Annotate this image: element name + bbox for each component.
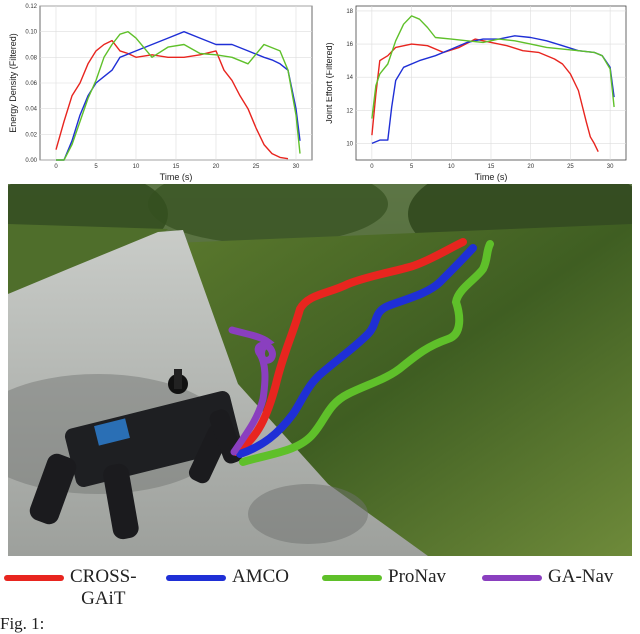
- legend-swatch-amco: [166, 575, 226, 581]
- left-y-tick-label: 0.06: [25, 81, 37, 87]
- legend-label-ga-nav: GA-Nav: [548, 566, 614, 587]
- legend-item-pronav: ProNav: [322, 566, 446, 588]
- right-y-tick-label: 14: [346, 75, 353, 81]
- trajectory-cross-gait: [232, 238, 467, 456]
- right-x-tick-label: 30: [607, 164, 614, 170]
- left-x-tick-label: 10: [133, 164, 140, 170]
- figure-caption: Fig. 1:: [0, 614, 45, 633]
- right-y-tick-label: 12: [346, 108, 353, 114]
- left-x-tick-label: 15: [173, 164, 180, 170]
- right-y-tick-label: 16: [346, 42, 353, 48]
- left-y-tick-label: 0.08: [25, 55, 37, 61]
- energy-density-chart: 0 5 10 15 20 25 30 0.00 0.02 0.04 0.06 0.08 0.10 0.12…: [0, 0, 320, 185]
- right-series-pronav: [371, 15, 615, 119]
- legend-swatch-ga-nav: [482, 575, 542, 581]
- left-y-tick-label: 0.12: [25, 4, 37, 10]
- trajectory-amco: [236, 244, 477, 458]
- left-y-tick-label: 0.00: [25, 158, 37, 164]
- right-x-tick-label: 0: [370, 164, 374, 170]
- roadside-vegetation: [148, 224, 632, 556]
- right-x-tick-label: 5: [410, 164, 414, 170]
- left-series-pronav: [56, 31, 301, 161]
- right-y-tick-label: 18: [346, 9, 353, 15]
- trajectory-ga-nav: [228, 326, 276, 456]
- robot-path-photo: [8, 184, 632, 556]
- legend-item-ga-nav: GA-Nav: [482, 566, 613, 588]
- energy-density-plot: 0 5 10 15 20 25 30 0.00 0.02 0.04 0.06 0.08 0.10 0.12…: [8, 4, 313, 182]
- left-x-tick-label: 5: [94, 164, 98, 170]
- right-x-tick-label: 20: [527, 164, 534, 170]
- right-x-tick-label: 15: [488, 164, 495, 170]
- left-y-tick-label: 0.02: [25, 132, 37, 138]
- left-shrubs: [8, 224, 168, 294]
- right-x-tick-label: 10: [448, 164, 455, 170]
- right-x-tick-label: 25: [567, 164, 574, 170]
- left-series-cross-gait: [55, 39, 289, 160]
- joint-effort-plot: 0 5 10 15 20 25 30 10 12 14 16 18 Time (s) Joint Effo…: [324, 5, 627, 182]
- legend-label-amco: AMCO: [232, 566, 290, 587]
- right-y-axis-title: Joint Effort (Filtered): [326, 42, 334, 123]
- trajectory-pronav: [239, 240, 494, 466]
- legend-label-cross-gait: CROSS-: [70, 566, 137, 587]
- left-y-tick-label: 0.10: [25, 30, 37, 36]
- legend-label-cross-gait-2: GAiT: [81, 588, 126, 609]
- scene-illustration: [8, 184, 632, 556]
- joint-effort-chart: 0 5 10 15 20 25 30 10 12 14 16 18 Time (s) Joint Effo…: [324, 0, 640, 185]
- legend-item-amco: AMCO: [166, 566, 289, 588]
- legend-swatch-pronav: [322, 575, 382, 581]
- legend-swatch-cross-gait: [4, 575, 64, 581]
- left-x-tick-label: 20: [213, 164, 220, 170]
- left-x-axis-title: Time (s): [160, 172, 193, 182]
- quadruped-robot: [29, 369, 243, 540]
- left-x-tick-label: 0: [54, 164, 58, 170]
- left-y-tick-label: 0.04: [25, 107, 37, 113]
- left-x-tick-label: 30: [293, 164, 300, 170]
- legend: CROSS- GAiT AMCO ProNav GA-Nav: [0, 560, 640, 612]
- left-x-tick-label: 25: [253, 164, 260, 170]
- legend-item-cross-gait: CROSS- GAiT: [4, 566, 137, 610]
- legend-label-pronav: ProNav: [388, 566, 447, 587]
- right-x-axis-title: Time (s): [475, 172, 508, 182]
- left-y-axis-title: Energy Density (Filtered): [8, 33, 18, 133]
- right-y-tick-label: 10: [346, 141, 353, 147]
- left-series-amco: [56, 31, 301, 161]
